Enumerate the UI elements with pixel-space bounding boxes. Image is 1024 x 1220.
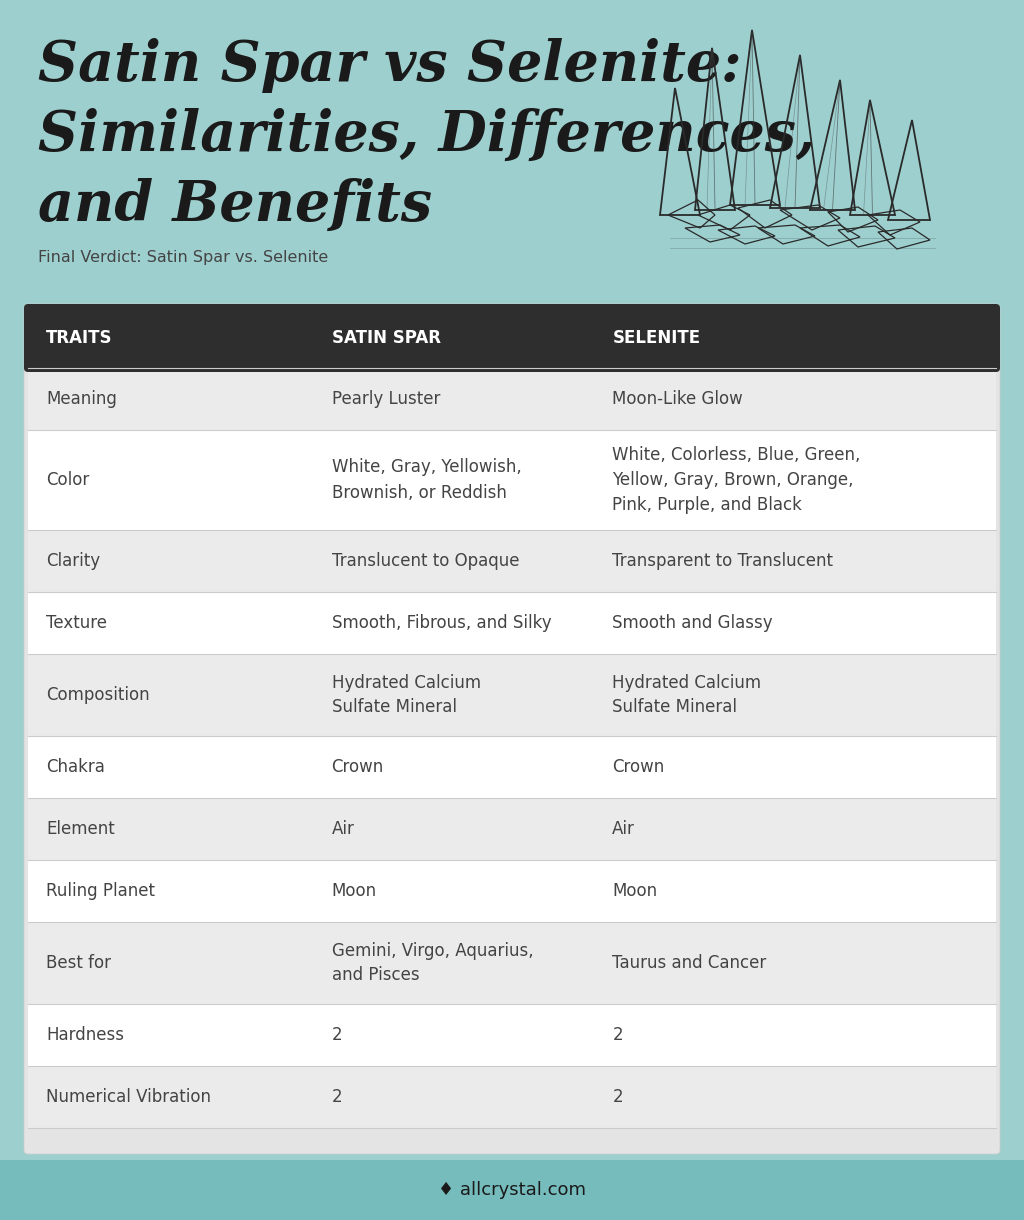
Text: Pearly Luster: Pearly Luster (332, 390, 440, 407)
Text: Composition: Composition (46, 686, 150, 704)
Bar (28, 654, 996, 736)
Text: Smooth and Glassy: Smooth and Glassy (612, 614, 773, 632)
Bar (0, 1160, 1024, 1220)
Text: Chakra: Chakra (46, 758, 104, 776)
Text: Numerical Vibration: Numerical Vibration (46, 1088, 211, 1107)
Text: Best for: Best for (46, 954, 111, 972)
Text: 2: 2 (332, 1088, 342, 1107)
Text: and Benefits: and Benefits (38, 178, 432, 233)
Text: ♦ allcrystal.com: ♦ allcrystal.com (438, 1181, 586, 1199)
Bar (28, 368, 996, 429)
Text: Smooth, Fibrous, and Silky: Smooth, Fibrous, and Silky (332, 614, 551, 632)
Text: 2: 2 (612, 1088, 623, 1107)
Text: Translucent to Opaque: Translucent to Opaque (332, 551, 519, 570)
Text: Hardness: Hardness (46, 1026, 124, 1044)
Text: Element: Element (46, 820, 115, 838)
Text: Meaning: Meaning (46, 390, 117, 407)
Bar (28, 1066, 996, 1128)
Text: Satin Spar vs Selenite:: Satin Spar vs Selenite: (38, 38, 741, 93)
Text: TRAITS: TRAITS (46, 329, 113, 346)
Text: Crown: Crown (332, 758, 384, 776)
Text: SELENITE: SELENITE (612, 329, 700, 346)
Bar (28, 1004, 996, 1066)
Text: Hydrated Calcium
Sulfate Mineral: Hydrated Calcium Sulfate Mineral (332, 673, 480, 716)
Text: Air: Air (332, 820, 354, 838)
Text: Color: Color (46, 471, 89, 489)
Text: White, Colorless, Blue, Green,
Yellow, Gray, Brown, Orange,
Pink, Purple, and Bl: White, Colorless, Blue, Green, Yellow, G… (612, 447, 860, 514)
Bar (0, 0, 1024, 290)
Text: Moon: Moon (332, 882, 377, 900)
Text: Air: Air (612, 820, 635, 838)
Text: Gemini, Virgo, Aquarius,
and Pisces: Gemini, Virgo, Aquarius, and Pisces (332, 942, 534, 985)
Text: Similarities, Differences,: Similarities, Differences, (38, 109, 815, 163)
Text: Taurus and Cancer: Taurus and Cancer (612, 954, 767, 972)
Text: Hydrated Calcium
Sulfate Mineral: Hydrated Calcium Sulfate Mineral (612, 673, 762, 716)
Text: White, Gray, Yellowish,
Brownish, or Reddish: White, Gray, Yellowish, Brownish, or Red… (332, 459, 521, 501)
Text: Ruling Planet: Ruling Planet (46, 882, 155, 900)
FancyBboxPatch shape (24, 304, 1000, 372)
Bar (28, 922, 996, 1004)
Bar (28, 592, 996, 654)
Text: 2: 2 (612, 1026, 623, 1044)
Bar (28, 529, 996, 592)
Text: Final Verdict: Satin Spar vs. Selenite: Final Verdict: Satin Spar vs. Selenite (38, 250, 329, 265)
Bar (28, 736, 996, 798)
Bar (28, 798, 996, 860)
Text: Crown: Crown (612, 758, 665, 776)
Text: SATIN SPAR: SATIN SPAR (332, 329, 440, 346)
Text: Transparent to Translucent: Transparent to Translucent (612, 551, 834, 570)
Text: 2: 2 (332, 1026, 342, 1044)
Text: Clarity: Clarity (46, 551, 100, 570)
Text: Moon-Like Glow: Moon-Like Glow (612, 390, 743, 407)
Text: Texture: Texture (46, 614, 106, 632)
Bar (28, 860, 996, 922)
Text: Moon: Moon (612, 882, 657, 900)
Bar (28, 429, 996, 529)
FancyBboxPatch shape (24, 304, 1000, 1154)
